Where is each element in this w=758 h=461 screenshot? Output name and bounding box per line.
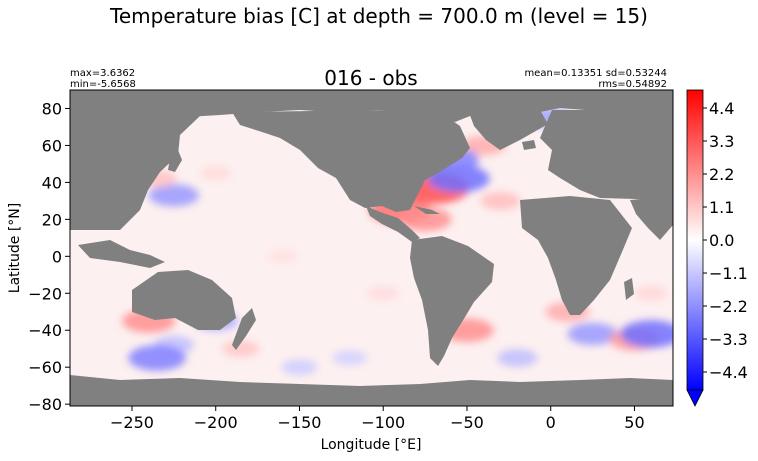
- colorbar-tick-label: 4.4: [709, 99, 734, 118]
- land-greenland: [468, 110, 548, 150]
- bias-blob: [281, 359, 318, 376]
- land-cuba: [414, 206, 440, 214]
- stats-rms: rms=0.54892: [598, 79, 667, 90]
- colorbar: 4.4 3.3 2.2 1.1 0.0 −1.1 −2.2 −3.3 −4.4: [686, 89, 748, 407]
- x-tick-label: −200: [194, 413, 238, 432]
- land-europe: [540, 110, 673, 200]
- colorbar-extend-arrow: [686, 389, 704, 407]
- colorbar-tick-label: −4.4: [709, 363, 748, 382]
- colorbar-ticks: 4.4 3.3 2.2 1.1 0.0 −1.1 −2.2 −3.3 −4.4: [703, 99, 748, 382]
- y-tick-label: −20: [28, 284, 62, 303]
- bias-blob: [267, 249, 298, 264]
- y-tick-label: 80: [42, 99, 62, 118]
- y-tick-label: −40: [28, 321, 62, 340]
- bias-blob: [480, 191, 521, 210]
- y-tick-label: 40: [42, 173, 62, 192]
- plot-title: 016 - obs: [324, 66, 417, 90]
- bias-blob: [497, 348, 538, 367]
- y-tick-label: 60: [42, 136, 62, 155]
- land-north-america: [232, 110, 470, 212]
- y-axis-label: Latitude [°N]: [7, 203, 23, 293]
- stats-mean-sd: mean=0.13351 sd=0.53244: [524, 68, 667, 79]
- x-tick-label: −150: [277, 413, 321, 432]
- colorbar-tick-label: −3.3: [709, 330, 748, 349]
- land-africa: [520, 196, 632, 315]
- y-axis: 80 60 40 20 0 −20 −40 −60 −80: [28, 99, 70, 414]
- land-central-america: [366, 206, 420, 242]
- bias-blob: [199, 166, 232, 181]
- land-asia-west: [70, 112, 200, 230]
- land-iceland: [522, 140, 536, 150]
- colorbar-tick-label: 2.2: [709, 165, 734, 184]
- map-area: [70, 90, 673, 406]
- map-frame: [69, 89, 674, 407]
- colorbar-tick-label: 3.3: [709, 132, 734, 151]
- x-tick-label: 50: [624, 413, 644, 432]
- land-antarctica: [70, 375, 673, 406]
- y-tick-label: 20: [42, 210, 62, 229]
- land-new-zealand: [232, 308, 256, 350]
- x-tick-label: 0: [546, 413, 556, 432]
- y-tick-label: −60: [28, 358, 62, 377]
- land-mask: [70, 90, 673, 406]
- x-tick-label: −250: [110, 413, 154, 432]
- colorbar-tick-label: 0.0: [709, 231, 734, 250]
- bias-blob: [332, 350, 368, 366]
- suptitle: Temperature bias [C] at depth = 700.0 m …: [109, 4, 648, 28]
- x-tick-label: −50: [450, 413, 484, 432]
- bias-blob: [222, 340, 260, 358]
- x-axis: −250 −200 −150 −100 −50 0 50: [110, 406, 645, 432]
- land-south-america: [410, 236, 494, 366]
- bias-blob: [620, 320, 673, 348]
- x-tick-label: −100: [361, 413, 405, 432]
- bias-blob: [148, 184, 200, 207]
- stats-min: min=-5.6568: [70, 79, 136, 90]
- bias-blob: [567, 322, 618, 346]
- colorbar-tick-label: −1.1: [709, 264, 748, 283]
- colorbar-tick-label: −2.2: [709, 297, 748, 316]
- bias-blob: [367, 286, 400, 301]
- stats-max: max=3.6362: [70, 68, 135, 79]
- colorbar-tick-label: 1.1: [709, 198, 734, 217]
- land-madagascar: [624, 278, 634, 300]
- bias-blob: [634, 285, 668, 301]
- land-indonesia: [78, 240, 165, 268]
- colorbar-gradient: [686, 89, 704, 391]
- land-australia: [132, 270, 236, 330]
- x-axis-label: Longitude [°E]: [321, 437, 422, 453]
- land-middle-east: [630, 196, 673, 240]
- y-tick-label: 0: [52, 247, 62, 266]
- y-tick-label: −80: [28, 395, 62, 414]
- land-japan: [168, 150, 182, 172]
- bias-blob: [128, 345, 186, 371]
